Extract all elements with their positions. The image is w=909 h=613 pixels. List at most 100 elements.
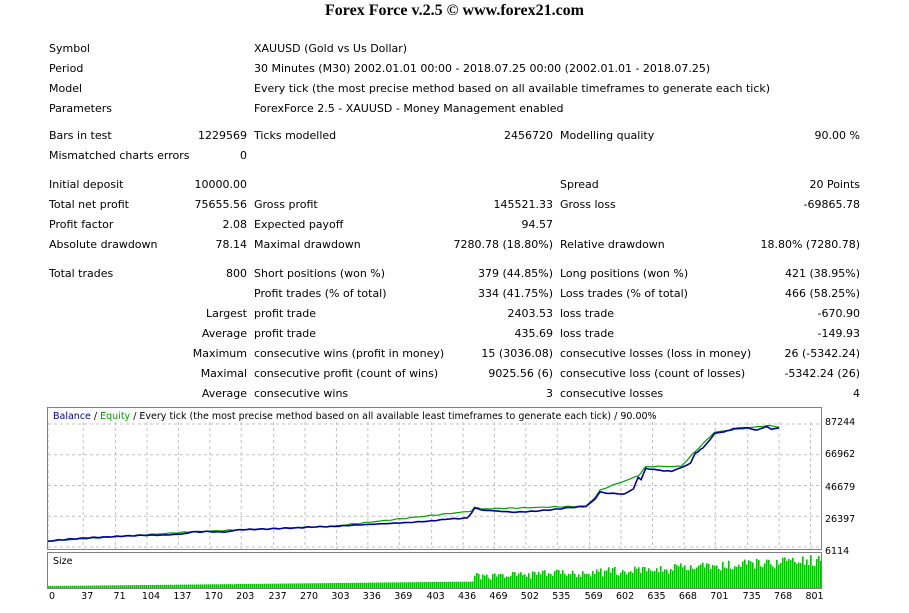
size-bar [226,584,228,588]
size-bar [696,567,698,588]
size-bar [368,582,370,588]
size-bar [510,575,512,588]
size-bar [454,581,456,588]
size-bar [614,566,616,588]
size-bar [578,574,580,588]
size-bar [286,583,288,588]
size-bar [602,576,604,588]
maximum-prefix: Maximum [192,347,247,360]
size-bar [362,582,364,588]
size-bar [234,584,236,588]
relative-drawdown-value: 18.80% (7280.78) [760,238,860,251]
size-bar [708,564,710,588]
absolute-drawdown-value: 78.14 [215,238,248,251]
size-bar [526,576,528,588]
size-bar [292,583,294,588]
size-bar [628,572,630,588]
size-bar [364,582,366,588]
x-tick-label: 270 [299,591,319,602]
size-bar [610,572,612,588]
size-bar [132,585,134,588]
size-bar [626,574,628,588]
size-bar [332,583,334,588]
size-bar [152,584,154,588]
avg-consec-wins-label: consecutive wins [254,387,349,400]
size-bar [136,585,138,588]
size-bar [792,557,794,588]
profit-factor-value: 2.08 [222,218,248,231]
size-bar [194,584,196,588]
size-bar [564,573,566,588]
size-bar [584,573,586,588]
size-bar [658,572,660,588]
size-bar [204,584,206,588]
size-bar [540,574,542,588]
size-bar [352,582,354,588]
size-bar [522,575,524,588]
size-bar [704,567,706,588]
size-bar [648,568,650,588]
size-bar [290,583,292,588]
size-bar [276,583,278,588]
size-bar [440,581,442,588]
size-bar [480,579,482,588]
size-bar [642,566,644,588]
size-bar [808,564,810,588]
size-bar [360,582,362,588]
size-bar [138,585,140,588]
size-bar [100,585,102,588]
size-bar [300,583,302,588]
size-bar [762,567,764,588]
size-bar [274,583,276,588]
loss-trades-label: Loss trades (% of total) [560,287,688,300]
size-bar [728,560,730,588]
size-bar [812,565,814,588]
parameters-value: ForexForce 2.5 - XAUUSD - Money Manageme… [254,102,564,115]
size-bar [586,574,588,588]
size-bar [324,583,326,588]
size-bar [598,571,600,588]
size-bar [752,562,754,588]
size-bar [162,584,164,588]
size-bar [434,582,436,588]
size-bar [294,583,296,588]
balance-series-line [48,425,780,542]
size-bar [316,583,318,588]
total-net-profit-label: Total net profit [49,198,129,211]
size-bar [228,584,230,588]
size-bar [178,584,180,588]
size-bar [406,582,408,588]
x-tick-label: 403 [426,591,445,602]
size-bar [592,570,594,588]
size-bar [202,584,204,588]
size-bar [544,570,546,588]
size-bar [624,571,626,588]
size-bar [310,583,312,588]
size-bar [758,560,760,588]
size-bar [312,583,314,588]
loss-trades-value: 466 (58.25%) [784,287,860,300]
size-bar [282,583,284,588]
size-bar [278,583,280,588]
size-bar [736,566,738,588]
size-bar [616,574,618,588]
maximal-consec-profit-label: consecutive profit (count of wins) [254,367,439,380]
avg-consec-losses-value: 4 [853,387,860,400]
size-bar [192,584,194,588]
size-bar [176,584,178,588]
x-tick-label: 801 [805,591,824,602]
size-bar [56,585,58,588]
size-bar [328,583,330,588]
size-bar [418,582,420,588]
size-bar [548,573,550,588]
size-bar [164,584,166,588]
size-bar [820,560,821,588]
x-tick-label: 170 [204,591,223,602]
size-bar [766,559,768,588]
x-tick-label: 104 [141,591,161,602]
maximal-consec-loss-label: consecutive loss (count of losses) [560,367,746,380]
size-bar [580,576,582,588]
size-bar [200,584,202,588]
y-tick-label: 66962 [825,449,856,460]
size-bar [556,569,558,588]
